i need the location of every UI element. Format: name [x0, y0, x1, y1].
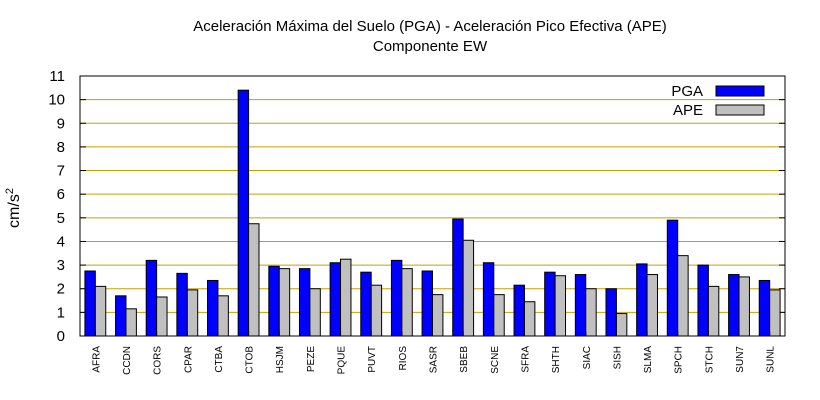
x-tick-label: CORS: [153, 346, 164, 375]
x-tick-label: SCNE: [490, 346, 501, 374]
bar-ape: [615, 313, 628, 337]
bar-ape: [370, 284, 383, 337]
x-tick-label: HSJM: [275, 346, 286, 373]
bar-ape: [248, 223, 260, 337]
bar-pga: [207, 279, 219, 337]
bar-ape: [217, 295, 229, 337]
legend-label-pga: PGA: [671, 83, 703, 100]
bar-pga: [390, 259, 403, 337]
x-tick-label: SFRA: [520, 346, 531, 373]
bar-ape: [432, 294, 444, 337]
bar-ape: [769, 289, 781, 337]
bar-ape: [156, 296, 168, 337]
bar-ape: [125, 308, 137, 337]
bar-pga: [666, 219, 679, 337]
x-tick-label: SISH: [612, 346, 623, 369]
bar-ape: [278, 268, 291, 337]
bar-ape: [646, 274, 658, 337]
x-tick-label: CTBA: [214, 346, 225, 373]
bar-pga: [176, 272, 188, 337]
plot-frame: [79, 75, 786, 337]
y-tick-label: 8: [57, 139, 65, 156]
y-tick-label: 6: [57, 186, 65, 203]
bar-pga: [237, 89, 250, 337]
x-tick-label: PQUE: [337, 346, 348, 375]
y-axis-label-exponent: 2: [4, 188, 16, 194]
bar-pga: [482, 262, 495, 337]
x-tick-label: CPAR: [183, 346, 194, 373]
bar-ape: [401, 268, 413, 337]
y-tick-label: 11: [49, 68, 65, 85]
bar-pga: [329, 262, 342, 337]
x-tick-label: SIAC: [582, 346, 593, 369]
x-tick-label: AFRA: [91, 346, 102, 373]
bar-ape: [493, 294, 505, 337]
bar-pga: [574, 274, 587, 337]
y-tick-label: 1: [57, 304, 65, 321]
bar-ape: [309, 288, 321, 337]
x-tick-label: SASR: [429, 346, 440, 373]
bar-pga: [544, 271, 556, 337]
x-tick-label: SPCH: [674, 346, 685, 374]
x-tick-label: PUVT: [367, 346, 378, 373]
x-tick-label: SUNL: [766, 346, 777, 373]
bar-ape: [707, 285, 720, 337]
grid-lines: [80, 99, 785, 313]
bar-ape: [523, 301, 536, 337]
x-axis-ticks: AFRA CCDN CORS CPAR CTBA CTOB HSJM PEZE PQUE PUVT…: [91, 331, 777, 375]
bar-pga: [513, 284, 525, 337]
y-tick-label: 5: [57, 210, 65, 227]
x-tick-label: SBEB: [459, 346, 470, 373]
x-tick-label: SLMA: [643, 346, 654, 374]
y-tick-label: 2: [57, 281, 65, 298]
bar-ape: [186, 289, 199, 337]
x-tick-label: CCDN: [122, 346, 133, 375]
legend-swatch-pga: [715, 85, 765, 97]
y-tick-label: 7: [57, 163, 65, 180]
bar-pga: [452, 218, 464, 337]
y-tick-label: 4: [57, 233, 65, 250]
chart-subtitle: Componente EW: [373, 38, 488, 55]
bar-pga: [115, 295, 127, 337]
legend-swatch-ape: [715, 104, 765, 116]
legend: PGA APE: [671, 83, 765, 119]
bar-pga: [84, 270, 96, 337]
bar-ape: [738, 276, 750, 337]
bar-pga: [360, 271, 372, 337]
x-tick-label: PEZE: [306, 346, 317, 372]
bar-ape: [585, 288, 597, 337]
x-tick-label: RIOS: [398, 346, 409, 371]
bar-pga: [145, 259, 158, 337]
bar-ape: [554, 275, 567, 337]
bar-pga: [298, 268, 311, 337]
y-tick-label: 3: [57, 257, 65, 274]
bar-pga: [697, 264, 709, 337]
x-tick-label: STCH: [704, 346, 715, 373]
bar-pga: [636, 263, 648, 337]
chart-title: Aceleración Máxima del Suelo (PGA) - Ace…: [193, 18, 667, 35]
x-tick-label: CTOB: [245, 346, 256, 374]
y-tick-label: 9: [57, 115, 65, 132]
y-tick-label: 10: [48, 92, 65, 109]
bars: [84, 89, 781, 337]
y-axis-label-unit: cm/s: [6, 194, 23, 228]
bar-pga: [268, 265, 280, 337]
bar-pga: [421, 270, 433, 337]
legend-label-ape: APE: [673, 102, 703, 119]
bar-ape: [462, 239, 475, 337]
bar-ape: [340, 258, 352, 337]
x-tick-label: SUN7: [735, 346, 746, 373]
y-tick-label: 0: [57, 328, 65, 345]
bar-ape: [94, 285, 107, 337]
bar-pga: [605, 288, 617, 337]
bar-pga: [758, 279, 771, 337]
x-tick-label: SHTH: [551, 346, 562, 373]
y-axis-label: cm/s2: [4, 188, 23, 228]
bar-pga: [728, 274, 740, 337]
bar-ape: [677, 255, 689, 337]
